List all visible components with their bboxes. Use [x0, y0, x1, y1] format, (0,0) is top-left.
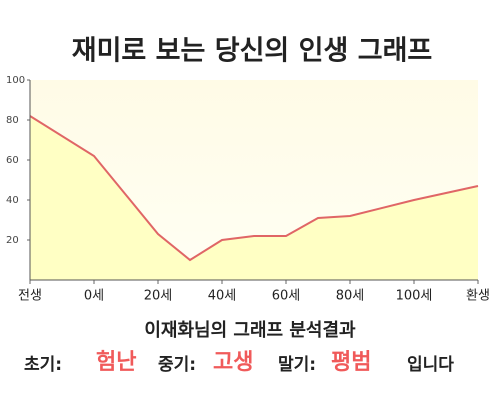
- x-tick-label: 20세: [144, 289, 173, 304]
- chart-title: 재미로 보는 당신의 인생 그래프: [72, 36, 433, 67]
- result-value: 험난: [96, 349, 136, 375]
- x-tick-label: 100세: [396, 289, 433, 304]
- line: [29, 115, 479, 262]
- result-value: 고생: [213, 350, 253, 375]
- area: [30, 116, 478, 280]
- y-tick-label: 80: [6, 115, 19, 126]
- y-tick-label: 60: [6, 155, 19, 166]
- result-label: 중기:: [158, 355, 196, 375]
- result-heading: 이재화님의 그래프 분석결과: [144, 320, 356, 341]
- x-tick-label: 80세: [336, 289, 365, 304]
- y-tick-label: 100: [6, 75, 25, 86]
- result-value: 평범: [331, 350, 371, 375]
- x-tick-label: 0세: [84, 289, 104, 304]
- result-ending: 입니다: [407, 355, 454, 375]
- x-tick-label: 60세: [272, 289, 301, 304]
- x-tick-label: 전생: [18, 289, 42, 304]
- result-label: 말기:: [278, 354, 316, 375]
- result-label: 초기:: [24, 355, 62, 375]
- x-tick-label: 환생: [466, 289, 490, 304]
- y-tick-label: 20: [6, 235, 19, 246]
- x-tick-label: 40세: [208, 289, 237, 304]
- y-tick-label: 40: [6, 195, 19, 206]
